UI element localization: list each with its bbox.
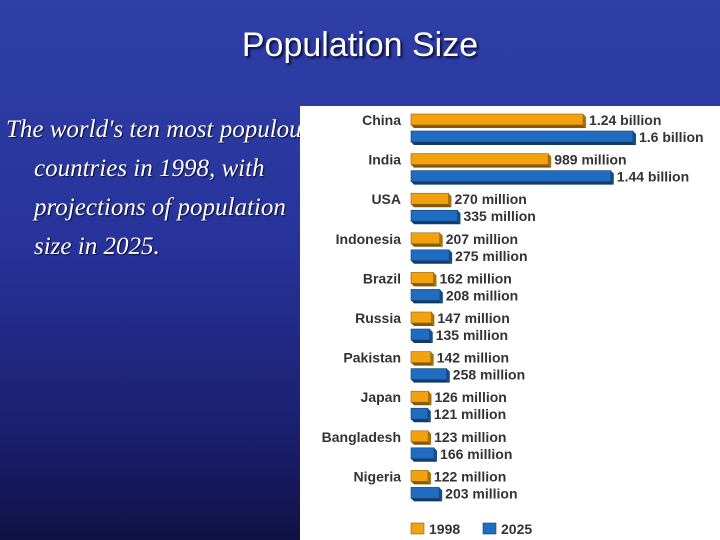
bar-pakistan-1998: [410, 351, 432, 363]
category-label-usa: USA: [371, 191, 401, 207]
data-label-indonesia-1998: 207 million: [446, 231, 518, 247]
bar-side-brazil-2025: [439, 289, 443, 304]
data-label-indonesia-2025: 275 million: [455, 248, 527, 264]
bar-shadow-pakistan-2025: [411, 379, 450, 383]
data-label-brazil-1998: 162 million: [439, 270, 511, 286]
bar-side-china-1998: [583, 114, 587, 128]
data-label-nigeria-2025: 203 million: [445, 485, 517, 501]
bar-side-bangladesh-1998: [428, 430, 432, 445]
bar-side-china-2025: [633, 131, 636, 145]
bar-shadow-india-1998: [411, 164, 552, 168]
bar-side-japan-1998: [428, 391, 432, 406]
bar-shadow-bangladesh-1998: [411, 441, 432, 445]
bar-japan-2025: [410, 407, 429, 420]
data-label-brazil-2025: 208 million: [446, 287, 518, 303]
category-label-india: India: [368, 152, 401, 168]
bar-shadow-brazil-2025: [411, 300, 443, 304]
bar-china-1998: [410, 113, 584, 126]
data-label-china-1998: 1.24 billion: [589, 112, 661, 128]
bar-bangladesh-2025: [410, 447, 435, 460]
slide-title: Population Size: [241, 26, 479, 64]
bar-indonesia-1998: [410, 232, 441, 245]
category-label-nigeria: Nigeria: [354, 468, 402, 484]
bar-shadow-usa-1998: [411, 204, 452, 208]
bar-usa-2025: [410, 209, 458, 222]
bar-side-nigeria-2025: [439, 487, 443, 502]
bar-side-pakistan-2025: [446, 368, 450, 383]
bar-brazil-1998: [410, 272, 434, 284]
bar-nigeria-2025: [410, 487, 440, 499]
data-label-nigeria-1998: 122 million: [434, 468, 506, 484]
bar-indonesia-2025: [410, 249, 450, 262]
data-label-usa-1998: 270 million: [454, 191, 526, 207]
bar-shadow-usa-2025: [411, 221, 461, 225]
slide-body-text: The world's ten most populous countries …: [6, 116, 312, 260]
bar-shadow-bangladesh-2025: [411, 458, 438, 462]
bar-nigeria-1998: [410, 470, 429, 482]
bar-side-japan-2025: [427, 408, 431, 423]
bar-shadow-pakistan-1998: [411, 362, 434, 366]
bar-bangladesh-1998: [410, 430, 429, 443]
bar-shadow-japan-1998: [411, 402, 432, 406]
bar-shadow-indonesia-1998: [411, 243, 443, 247]
bar-side-nigeria-1998: [427, 470, 431, 485]
bar-india-1998: [410, 153, 549, 165]
bar-shadow-indonesia-2025: [411, 260, 453, 264]
category-label-brazil: Brazil: [363, 270, 401, 286]
data-label-japan-2025: 121 million: [434, 406, 506, 422]
bar-side-india-2025: [610, 170, 614, 185]
category-label-pakistan: Pakistan: [343, 350, 401, 366]
bar-side-usa-1998: [448, 193, 452, 208]
data-label-pakistan-2025: 258 million: [453, 367, 525, 383]
category-label-russia: Russia: [355, 310, 401, 326]
data-label-japan-1998: 126 million: [434, 389, 506, 405]
bar-shadow-russia-1998: [411, 323, 435, 326]
bar-shadow-russia-2025: [411, 340, 433, 343]
bar-japan-1998: [410, 390, 429, 403]
bar-shadow-nigeria-1998: [411, 481, 431, 485]
legend-swatch-1998: [410, 522, 425, 535]
category-label-japan: Japan: [361, 389, 401, 405]
category-label-china: China: [362, 112, 401, 128]
bar-china-2025: [410, 130, 634, 143]
bar-side-indonesia-1998: [439, 232, 443, 247]
population-chart: China 1.24 billion 1.6 billion India 989 mil…: [300, 106, 720, 540]
bar-brazil-2025: [410, 289, 441, 301]
bar-pakistan-2025: [410, 368, 448, 380]
bar-side-brazil-1998: [433, 272, 437, 287]
bar-india-2025: [410, 170, 612, 182]
data-label-china-2025: 1.6 billion: [639, 129, 704, 145]
bar-side-indonesia-2025: [449, 249, 453, 264]
legend-label-2025: 2025: [501, 521, 532, 537]
bar-shadow-nigeria-2025: [411, 498, 443, 502]
bar-side-india-1998: [548, 153, 552, 168]
bar-shadow-china-1998: [411, 125, 587, 128]
data-label-bangladesh-2025: 166 million: [440, 446, 512, 462]
bar-usa-1998: [410, 192, 449, 205]
bar-side-russia-1998: [431, 312, 435, 326]
legend-swatch-2025: [482, 522, 497, 535]
data-label-pakistan-1998: 142 million: [437, 350, 509, 366]
data-label-india-2025: 1.44 billion: [617, 169, 689, 185]
bar-shadow-brazil-1998: [411, 283, 437, 287]
data-label-russia-2025: 135 million: [436, 327, 508, 343]
bar-side-bangladesh-2025: [434, 447, 438, 462]
bar-russia-1998: [410, 311, 432, 324]
category-label-indonesia: Indonesia: [336, 231, 402, 247]
data-label-bangladesh-1998: 123 million: [434, 429, 506, 445]
bar-shadow-india-2025: [411, 181, 614, 185]
data-label-usa-2025: 335 million: [463, 208, 535, 224]
data-label-india-1998: 989 million: [554, 152, 626, 168]
bar-shadow-china-2025: [411, 142, 636, 145]
category-label-bangladesh: Bangladesh: [322, 429, 401, 445]
bar-side-russia-2025: [429, 329, 433, 343]
data-label-russia-1998: 147 million: [437, 310, 509, 326]
bar-shadow-japan-2025: [411, 419, 431, 423]
bar-side-usa-2025: [457, 210, 461, 225]
bar-russia-2025: [410, 328, 431, 341]
bar-side-pakistan-1998: [430, 351, 434, 366]
legend-label-1998: 1998: [429, 521, 460, 537]
